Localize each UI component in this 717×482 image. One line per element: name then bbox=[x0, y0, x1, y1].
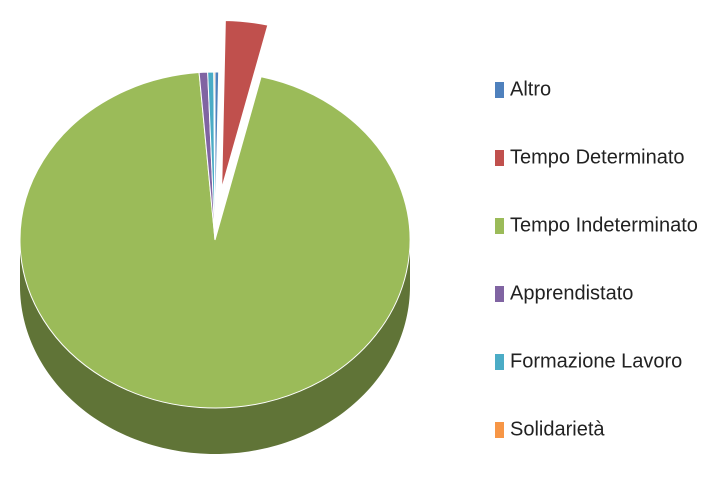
legend-label: Formazione Lavoro bbox=[510, 350, 682, 372]
legend-label: Tempo Indeterminato bbox=[510, 214, 698, 236]
legend-label: Altro bbox=[510, 78, 551, 100]
slice bbox=[19, 72, 411, 409]
legend-swatch bbox=[495, 422, 504, 438]
legend-swatch bbox=[495, 286, 504, 302]
legend-swatch bbox=[495, 218, 504, 234]
legend-label: Tempo Determinato bbox=[510, 146, 685, 168]
legend-label: Apprendistato bbox=[510, 282, 633, 304]
pie bbox=[19, 19, 411, 454]
slice bbox=[221, 19, 269, 189]
legend-label: Solidarietà bbox=[510, 418, 605, 440]
slice bbox=[213, 71, 216, 241]
legend-swatch bbox=[495, 354, 504, 370]
legend-swatch bbox=[495, 150, 504, 166]
legend-swatch bbox=[495, 82, 504, 98]
slice-side bbox=[20, 240, 410, 454]
legend: Altro Tempo Determinato Tempo Indeterminat… bbox=[495, 78, 698, 440]
slice bbox=[214, 71, 220, 241]
